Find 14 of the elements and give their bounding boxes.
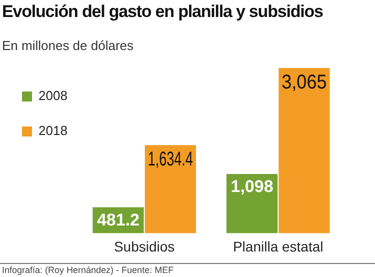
bar	[144, 145, 196, 234]
x-tick-label: Subsidios	[114, 238, 175, 254]
legend-label: 2018	[38, 123, 68, 138]
bar	[278, 68, 330, 234]
chart-subtitle: En millones de dólares	[2, 38, 134, 53]
bar	[226, 174, 278, 234]
legend-label: 2008	[38, 88, 68, 104]
data-label: 3,065	[282, 72, 327, 94]
x-tick-label: Planilla estatal	[232, 238, 324, 254]
chart-title: Evolución del gasto en planilla y subsidios	[2, 2, 323, 22]
data-label: 1,098	[230, 177, 274, 196]
text: Infografía: (Roy Hernández) - Fuente: MEF	[0, 263, 375, 276]
data-label: 1,634.4	[148, 148, 193, 170]
data-label: 481.2	[96, 210, 140, 230]
